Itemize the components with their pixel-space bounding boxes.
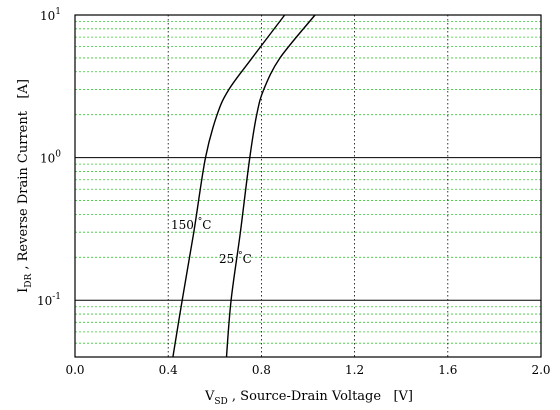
series-annotations: 150 °C 25 °C bbox=[171, 217, 252, 266]
x-tick-label: 0.0 bbox=[65, 363, 84, 377]
y-axis-label-rest: , Reverse Drain Current [A] bbox=[16, 79, 31, 274]
x-tick-labels: 0.0 0.4 0.8 1.2 1.6 2.0 bbox=[65, 363, 550, 377]
series-label-25c: 25 °C bbox=[219, 251, 252, 266]
series-layer bbox=[172, 14, 316, 358]
y-tick-label: 10-1 bbox=[37, 292, 61, 308]
y-axis-label-sub: DR bbox=[24, 274, 34, 288]
minor-grid bbox=[75, 21, 541, 344]
x-tick-label: 1.6 bbox=[438, 363, 457, 377]
series-line-150c bbox=[172, 14, 286, 358]
x-axis-label-main: V bbox=[204, 389, 215, 404]
series-label-150c: 150 °C bbox=[171, 217, 211, 232]
y-tick-label: 100 bbox=[40, 150, 61, 166]
x-axis-label-sub: SD bbox=[214, 397, 227, 407]
x-tick-label: 2.0 bbox=[531, 363, 550, 377]
x-tick-label: 0.4 bbox=[159, 363, 178, 377]
major-grid bbox=[75, 157, 541, 301]
x-tick-label: 0.8 bbox=[252, 363, 271, 377]
x-tick-label: 1.2 bbox=[345, 363, 364, 377]
series-line-25c bbox=[225, 14, 316, 358]
x-axis-label-rest: , Source-Drain Voltage [V] bbox=[228, 389, 413, 404]
x-grid bbox=[167, 15, 449, 357]
y-tick-labels: 10-1 100 101 bbox=[37, 7, 61, 308]
x-axis-label: VSD , Source-Drain Voltage [V] bbox=[204, 389, 413, 407]
y-axis-label: IDR , Reverse Drain Current [A] bbox=[16, 79, 34, 293]
plot-frame bbox=[74, 14, 542, 358]
y-tick-label: 101 bbox=[40, 7, 61, 23]
y-axis-label-main: I bbox=[16, 288, 31, 293]
